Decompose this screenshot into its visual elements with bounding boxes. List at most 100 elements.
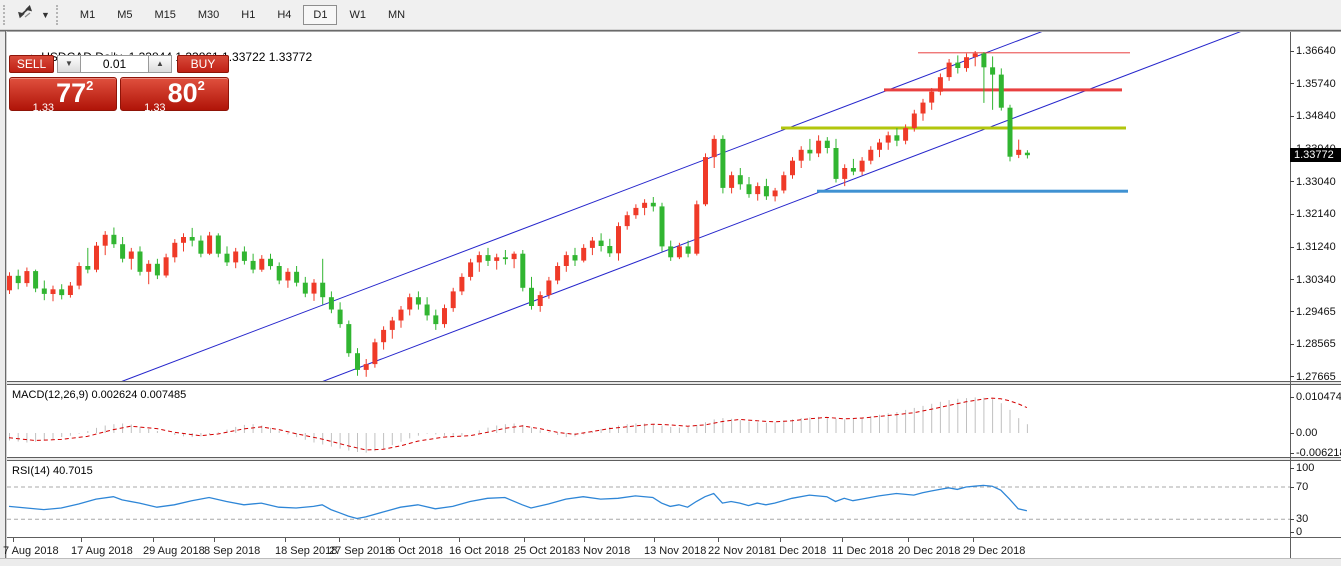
date-axis-tick <box>214 538 215 542</box>
price-axis-label: 1.36640 <box>1296 45 1336 57</box>
bottom-strip-border <box>0 558 1341 559</box>
indicator-axis-label: 70 <box>1296 481 1309 493</box>
rsi-indicator-canvas[interactable] <box>7 461 1290 537</box>
indicator-axis-tick <box>1290 396 1294 398</box>
macd-label: MACD(12,26,9) 0.002624 0.007485 <box>12 389 187 401</box>
macd-indicator-canvas[interactable] <box>7 385 1290 457</box>
frame-top-line2 <box>0 31 1341 32</box>
price-axis-label: 1.30340 <box>1296 273 1336 286</box>
price-chart-canvas[interactable] <box>7 32 1290 381</box>
timeframe-button-M30[interactable]: M30 <box>197 8 220 21</box>
indicator-axis-label: 0.00 <box>1296 427 1318 439</box>
price-axis-tick <box>1290 213 1294 215</box>
date-axis-label: 27 Sep 2018 <box>329 545 392 557</box>
date-axis-tick <box>153 538 154 542</box>
buy-button[interactable]: BUY <box>177 55 229 73</box>
toolbar-grip[interactable] <box>3 4 9 25</box>
date-axis-tick <box>718 538 719 542</box>
sell-price-point: 2 <box>86 78 94 93</box>
indicator-axis-label: 100 <box>1296 462 1315 474</box>
date-axis-tick <box>13 538 14 542</box>
buy-price-point: 2 <box>197 78 205 93</box>
arrows-tool-button[interactable] <box>12 4 38 26</box>
timeframe-button-D1[interactable]: D1 <box>303 4 338 25</box>
date-axis-label: 25 Oct 2018 <box>514 545 574 557</box>
timeframe-button-M1[interactable]: M1 <box>79 8 96 21</box>
panel-splitter-rsi[interactable] <box>7 457 1341 461</box>
rsi-bottom-border <box>7 537 1341 538</box>
timeframe-button-H1[interactable]: H1 <box>241 8 256 21</box>
trend-channel-line <box>121 32 1043 381</box>
price-axis-label: 1.29465 <box>1296 305 1336 318</box>
date-axis-label: 6 Oct 2018 <box>389 545 443 557</box>
volume-input[interactable] <box>80 55 149 73</box>
sell-price-prefix: 1.33 <box>32 102 55 114</box>
date-axis-tick <box>654 538 655 542</box>
chart-paper <box>7 32 1341 558</box>
timeframe-button-M5[interactable]: M5 <box>117 8 133 21</box>
frame-left-line <box>5 31 6 558</box>
indicator-axis-tick <box>1290 452 1294 454</box>
date-axis-tick <box>908 538 909 542</box>
date-axis-label: 29 Aug 2018 <box>143 545 205 557</box>
sell-price-button[interactable]: 1.33772 <box>9 77 117 114</box>
date-axis-label: 13 Nov 2018 <box>644 545 707 557</box>
toolbar: ▼ M1 M5 M15 M30 H1 H4 D1 W1 MN <box>0 0 1341 30</box>
horizontal-level-line <box>781 126 1126 130</box>
date-axis-tick <box>524 538 525 542</box>
date-axis-label: 16 Oct 2018 <box>449 545 509 557</box>
price-axis-label: 1.31240 <box>1296 241 1336 254</box>
timeframe-button-H4[interactable]: H4 <box>277 8 292 21</box>
price-axis-tick <box>1290 115 1294 117</box>
date-axis-label: 22 Nov 2018 <box>708 545 771 557</box>
date-axis-tick <box>339 538 340 542</box>
one-click-trading-panel: SELL ▼ ▲ BUY 1.33772 1.33802 <box>9 55 229 114</box>
current-price-box: 1.33772 <box>1290 148 1341 163</box>
indicator-axis-tick <box>1290 531 1294 533</box>
price-axis-tick <box>1290 279 1294 281</box>
date-axis-label: 29 Dec 2018 <box>963 545 1026 557</box>
buy-price-prefix: 1.33 <box>144 102 166 114</box>
candles-layer <box>7 32 1241 381</box>
date-axis-tick <box>584 538 585 542</box>
sell-button[interactable]: SELL <box>9 55 54 73</box>
indicator-axis-tick <box>1290 518 1294 520</box>
timeframe-button-M15[interactable]: M15 <box>154 8 176 21</box>
macd-signal-line <box>8 397 1028 451</box>
date-axis-label: 3 Nov 2018 <box>574 545 631 557</box>
toolbar-grip[interactable] <box>55 4 62 25</box>
date-axis-tick <box>285 538 286 542</box>
timeframe-button-MN[interactable]: MN <box>387 8 406 21</box>
date-axis-label: 8 Sep 2018 <box>204 545 261 557</box>
date-axis-tick <box>399 538 400 542</box>
indicator-axis-tick <box>1290 467 1294 469</box>
price-axis-border <box>1290 32 1291 558</box>
date-axis-tick <box>842 538 843 542</box>
date-axis-label: 18 Sep 2018 <box>275 545 338 557</box>
price-axis-label: 1.28565 <box>1296 338 1336 351</box>
date-axis-tick <box>780 538 781 542</box>
volume-increase-button[interactable]: ▲ <box>148 55 172 73</box>
price-axis-tick <box>1290 83 1294 85</box>
price-axis-tick <box>1290 311 1294 313</box>
price-axis-tick <box>1290 181 1294 183</box>
timeframe-button-W1[interactable]: W1 <box>349 8 366 21</box>
sell-price-pips: 77 <box>56 78 87 108</box>
rsi-label: RSI(14) 40.7015 <box>12 465 93 477</box>
price-axis-tick <box>1290 343 1294 345</box>
bottom-strip <box>0 559 1341 566</box>
date-axis-tick <box>81 538 82 542</box>
buy-price-button[interactable]: 1.33802 <box>120 77 229 114</box>
trend-channel-line <box>322 32 1241 381</box>
date-axis-label: 17 Aug 2018 <box>71 545 133 557</box>
date-axis-label: 20 Dec 2018 <box>898 545 961 557</box>
indicator-axis-label: -0.006218 <box>1296 447 1341 459</box>
price-axis-tick <box>1290 246 1294 248</box>
macd-layer <box>8 397 1028 453</box>
date-axis-label: 1 Dec 2018 <box>770 545 827 557</box>
panel-splitter-macd[interactable] <box>7 381 1341 385</box>
indicator-axis-tick <box>1290 432 1294 434</box>
volume-decrease-button[interactable]: ▼ <box>57 55 81 73</box>
tool-dropdown-caret[interactable]: ▼ <box>41 9 50 20</box>
